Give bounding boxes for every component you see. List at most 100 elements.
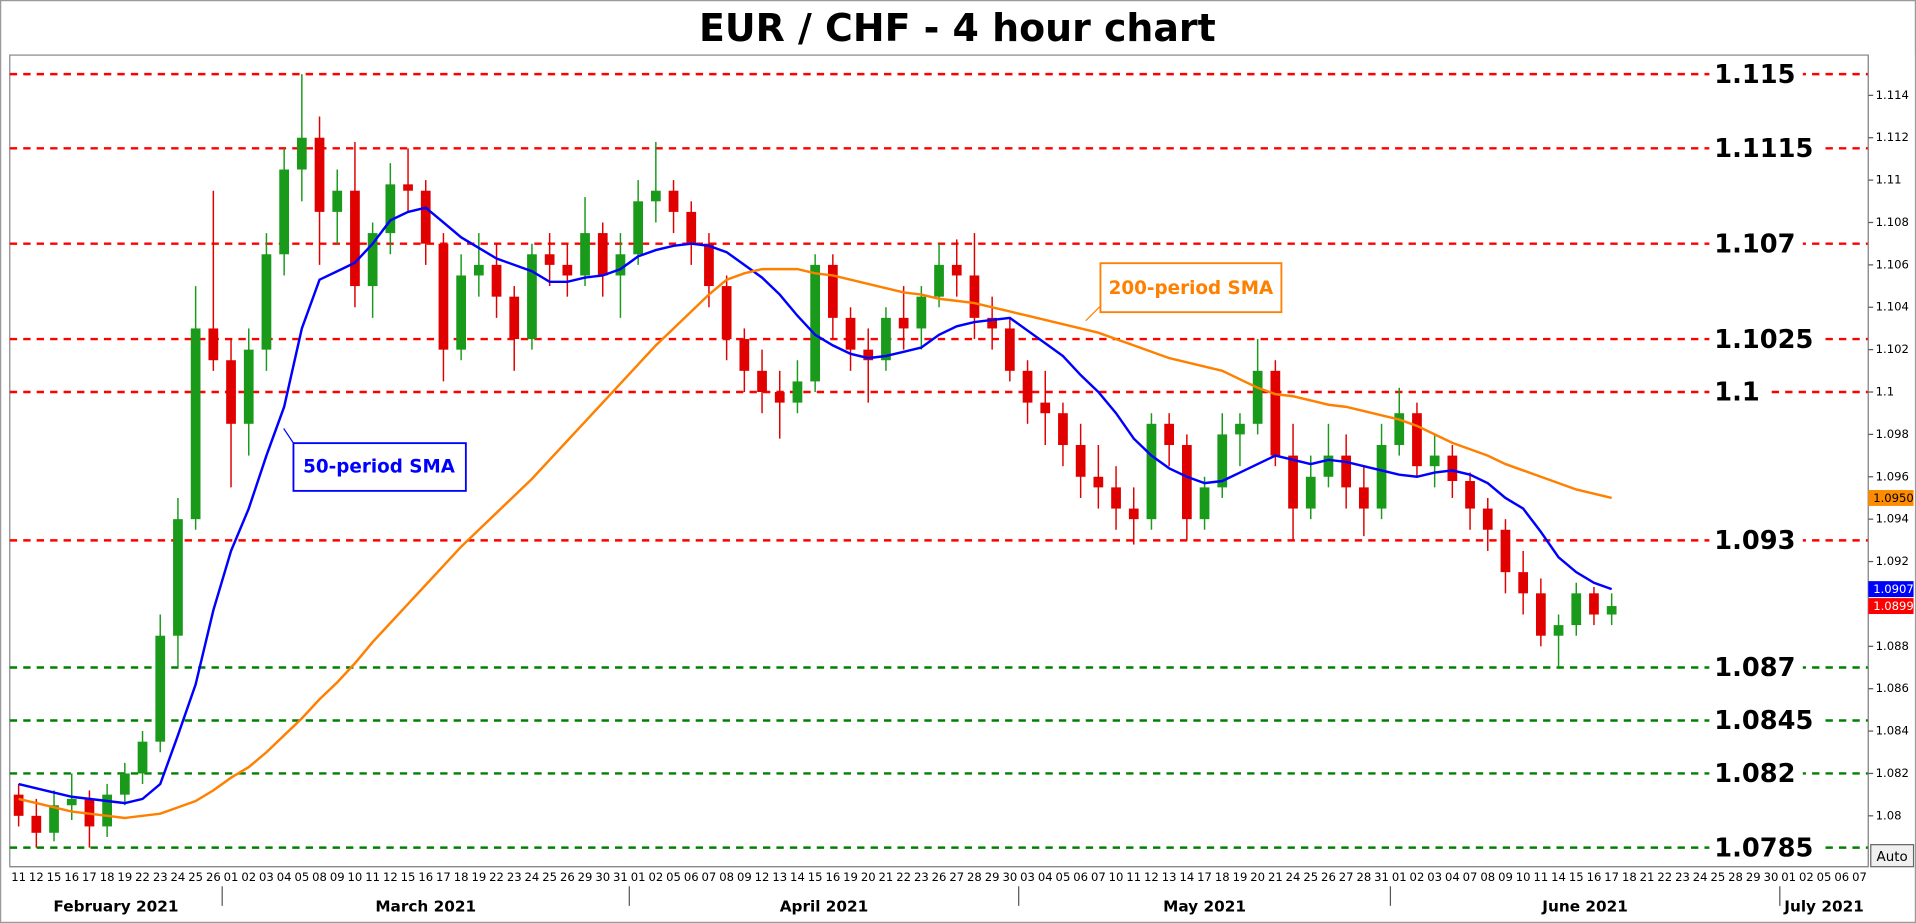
- x-tick-label: 29: [578, 870, 593, 884]
- candle-body: [845, 317, 856, 350]
- candle-body: [1252, 370, 1263, 424]
- x-tick-label: 01: [1781, 870, 1796, 884]
- x-tick-label: 22: [1657, 870, 1672, 884]
- candle-body: [1288, 455, 1298, 509]
- x-tick-label: 19: [1233, 870, 1248, 884]
- label-bg: [1709, 758, 1803, 789]
- x-tick-label: 09: [330, 870, 345, 884]
- label-bg: [1709, 705, 1821, 736]
- x-tick-label: 06: [1834, 870, 1849, 884]
- x-tick-label: 11: [11, 870, 26, 884]
- candle-body: [1146, 423, 1157, 520]
- x-tick-label: 13: [1162, 870, 1177, 884]
- y-tick-label: 1.086: [1876, 681, 1909, 695]
- level-label: 1.115: [1714, 60, 1795, 90]
- level-label: 1.087: [1714, 653, 1795, 683]
- price-tag-label: 1.0907: [1873, 582, 1914, 596]
- x-tick-label: 16: [418, 870, 433, 884]
- x-tick-label: 17: [82, 870, 97, 884]
- candle-body: [420, 190, 431, 244]
- label-bg: [1709, 133, 1821, 164]
- month-label: June 2021: [1541, 898, 1628, 916]
- x-tick-label: 25: [542, 870, 557, 884]
- x-tick-label: 28: [1728, 870, 1743, 884]
- candle-body: [1093, 476, 1104, 488]
- x-tick-label: 13: [772, 870, 787, 884]
- x-tick-label: 26: [932, 870, 947, 884]
- x-tick-label: 03: [1020, 870, 1035, 884]
- candle-body: [863, 349, 874, 361]
- x-tick-label: 25: [1710, 870, 1725, 884]
- candle-body: [509, 296, 520, 340]
- candle-body: [1429, 455, 1440, 467]
- x-tick-label: 24: [525, 870, 540, 884]
- price-tag-label: 1.0899: [1873, 599, 1914, 613]
- annotation-box: [1099, 262, 1283, 314]
- candle-body: [1535, 593, 1546, 636]
- y-tick-label: 1.08: [1876, 808, 1902, 822]
- y-tick-label: 1.108: [1876, 215, 1909, 229]
- candle-body: [1270, 370, 1281, 456]
- candle-body: [827, 264, 838, 318]
- candle-body: [491, 264, 502, 297]
- candle-body: [615, 254, 626, 276]
- x-tick-label: 18: [454, 870, 469, 884]
- x-tick-label: 06: [684, 870, 699, 884]
- x-tick-label: 21: [1268, 870, 1283, 884]
- candle-body: [686, 211, 697, 244]
- annotation-box: [292, 442, 467, 492]
- button-label[interactable]: Auto: [1877, 850, 1908, 865]
- candle-body: [367, 233, 378, 287]
- x-tick-label: 09: [737, 870, 752, 884]
- button[interactable]: [1870, 844, 1915, 868]
- candle-body: [633, 201, 644, 255]
- candle-body: [31, 815, 42, 833]
- auto-button[interactable]: Auto: [1870, 844, 1915, 868]
- candle-body: [456, 275, 467, 350]
- candle-body: [385, 184, 396, 234]
- level-label: 1.082: [1714, 759, 1795, 789]
- candle-body: [1111, 487, 1121, 509]
- month-label: February 2021: [53, 898, 178, 916]
- x-tick-label: 18: [1622, 870, 1637, 884]
- candle-body: [650, 190, 661, 202]
- x-tick-label: 17: [1604, 870, 1619, 884]
- x-tick-label: 05: [1817, 870, 1832, 884]
- candle-body: [1022, 370, 1033, 403]
- level-label: 1.1025: [1714, 325, 1813, 355]
- candle-body: [1606, 606, 1617, 615]
- x-tick-label: 18: [100, 870, 115, 884]
- x-tick-label: 19: [117, 870, 132, 884]
- price-tag-label: 1.0950: [1873, 491, 1914, 505]
- month-label: April 2021: [780, 898, 869, 916]
- candle-body: [951, 264, 962, 276]
- candle-body: [314, 137, 325, 212]
- x-tick-label: 20: [861, 870, 876, 884]
- candle-body: [243, 349, 254, 424]
- candle-body: [13, 794, 24, 816]
- x-tick-label: 22: [489, 870, 504, 884]
- candle-body: [721, 286, 732, 340]
- candle-body: [1235, 423, 1245, 435]
- annotation: 50-period SMA: [303, 457, 456, 478]
- annotations: 200-period SMA 50-period SMA: [283, 262, 1283, 492]
- x-tick-label: 09: [1498, 870, 1513, 884]
- y-tick-label: 1.088: [1876, 639, 1909, 653]
- x-tick-label: 07: [1852, 870, 1867, 884]
- candle-body: [934, 264, 944, 297]
- candle-body: [190, 328, 201, 520]
- candle-body: [332, 190, 343, 212]
- candle-body: [1465, 481, 1475, 509]
- x-tick-label: 15: [1569, 870, 1584, 884]
- y-tick-label: 1.102: [1876, 342, 1909, 356]
- candle-body: [49, 805, 59, 833]
- x-tick-label: 16: [1587, 870, 1602, 884]
- candle-body: [137, 741, 148, 774]
- x-tick-label: 18: [1215, 870, 1230, 884]
- label-bg: [1709, 324, 1821, 354]
- x-tick-label: 03: [259, 870, 274, 884]
- connector: [283, 428, 294, 444]
- label-bg: [1709, 228, 1803, 259]
- x-tick-label: 25: [188, 870, 203, 884]
